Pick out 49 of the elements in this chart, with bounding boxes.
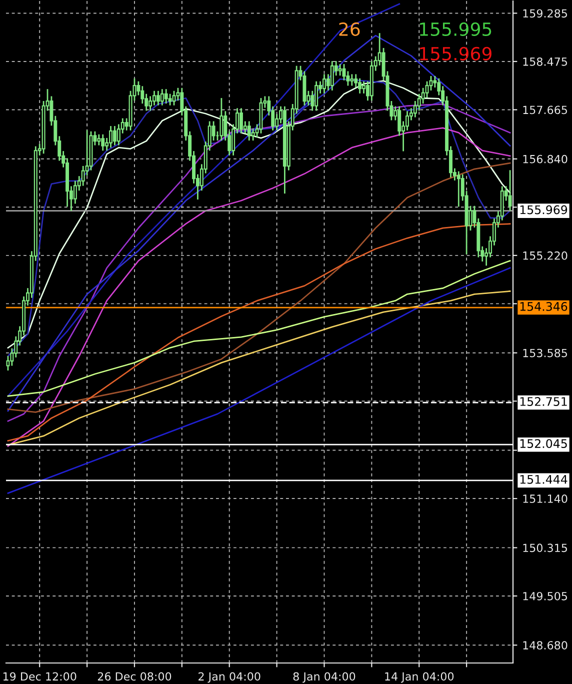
x-tick-label: 19 Dec 12:00: [3, 672, 76, 681]
candlestick: [97, 134, 101, 146]
y-tick-label: 158.475: [523, 57, 568, 66]
candlestick: [358, 78, 362, 94]
annotation: 155.969: [420, 46, 492, 61]
candlestick: [362, 81, 366, 94]
y-tick-label: 156.840: [523, 154, 568, 164]
ref-line-label: 154.346: [520, 302, 568, 311]
candlestick: [247, 121, 251, 141]
ref-line-label: 152.751: [520, 397, 567, 406]
candlestick: [456, 171, 460, 207]
line-series: [7, 162, 511, 413]
candlestick: [160, 89, 164, 106]
candlestick: [350, 74, 354, 86]
y-tick-label: 153.585: [523, 348, 568, 358]
y-tick-label: 159.285: [523, 9, 568, 18]
candlestick: [172, 90, 176, 106]
y-tick-label: 155.220: [523, 251, 568, 260]
candlestick: [220, 98, 224, 141]
candlestick: [112, 126, 116, 146]
ref-line-label: 151.444: [520, 475, 568, 484]
y-tick-label: 150.315: [523, 544, 568, 552]
line-series: [7, 267, 511, 494]
line-series: [7, 260, 511, 397]
candlestick: [330, 61, 334, 90]
candlestick: [508, 170, 512, 211]
candlestick: [239, 108, 243, 134]
line-series: [7, 290, 511, 446]
candlestick: [109, 126, 112, 148]
x-tick-label: 8 Jan 04:00: [293, 672, 356, 683]
x-tick-label: 14 Jan 04:00: [385, 672, 454, 683]
ref-line-label: 152.045: [520, 439, 567, 448]
x-tick-label: 26 Dec 08:00: [98, 672, 172, 681]
line-series: [7, 223, 511, 442]
y-tick-label: 149.505: [523, 592, 568, 600]
y-tick-label: 148.680: [523, 641, 568, 650]
y-tick-label: 157.665: [523, 106, 568, 114]
candlestick: [101, 134, 105, 151]
y-tick-label: 151.140: [523, 494, 568, 503]
candlestick: [156, 90, 160, 106]
candlestick: [251, 128, 255, 141]
line-series: [7, 34, 511, 412]
candlestick: [314, 81, 318, 111]
x-tick-label: 2 Jan 04:00: [198, 672, 260, 683]
ref-line-label: 155.969: [520, 205, 568, 214]
candlestick: [322, 74, 326, 94]
annotation: 155.995: [420, 22, 492, 36]
candlestick: [164, 89, 168, 104]
candlestick: [338, 64, 342, 76]
